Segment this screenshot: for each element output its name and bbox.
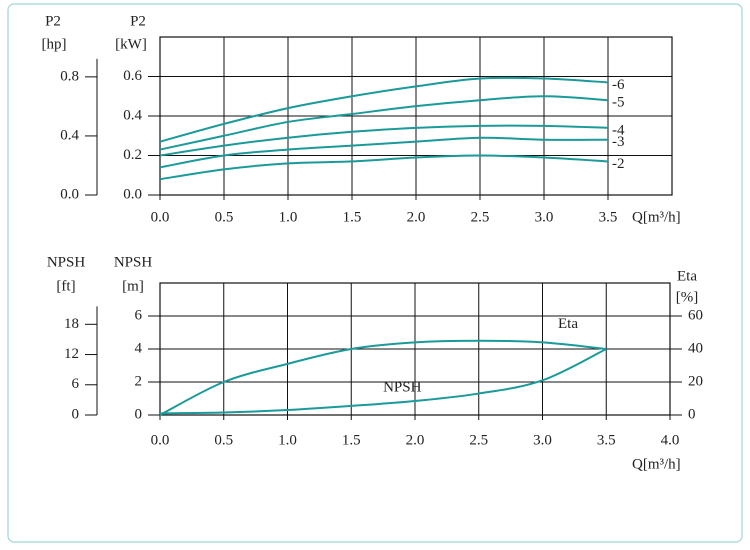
x-axis-title: Q[m³/h]: [632, 209, 681, 225]
curve: [159, 154, 609, 181]
y-axis-title: Eta: [677, 268, 697, 284]
y-axis-title: P2: [130, 13, 146, 29]
x-axis-title: Q[m³/h]: [632, 456, 681, 472]
series-label: -6: [612, 77, 625, 93]
y-axis-unit: [m]: [122, 278, 144, 294]
page-frame: [7, 3, 743, 543]
curve: [159, 339, 607, 416]
curve: [159, 124, 609, 157]
y-tick-label: 0.0: [123, 186, 142, 202]
y-axis-unit: [ft]: [56, 278, 75, 294]
y-tick-label: 0.8: [60, 68, 79, 84]
curve: [159, 136, 609, 169]
y-tick-label: 12: [64, 346, 79, 362]
y-axis-unit: [%]: [676, 289, 699, 305]
series-label: -4: [612, 122, 625, 138]
x-tick-label: 0.0: [151, 209, 170, 225]
y-tick-label: 0.0: [60, 186, 79, 202]
y-tick-label: 0: [72, 406, 80, 422]
y-tick-label: 40: [688, 340, 703, 356]
x-tick-label: 2.5: [469, 432, 488, 448]
y-axis-title: P2: [45, 13, 61, 29]
y-tick-label: 6: [72, 376, 80, 392]
x-tick-label: 3.5: [599, 209, 618, 225]
series-label: Eta: [558, 316, 578, 332]
series-label: -3: [612, 134, 625, 150]
y-tick-label: 2: [135, 373, 143, 389]
y-tick-label: 20: [688, 373, 703, 389]
x-tick-label: 1.0: [279, 209, 298, 225]
x-tick-label: 2.5: [471, 209, 490, 225]
y-axis-unit: [hp]: [42, 36, 67, 52]
curve: [159, 76, 609, 143]
curve: [159, 95, 609, 151]
y-axis-unit: [kW]: [115, 36, 147, 52]
x-tick-label: 1.5: [343, 209, 362, 225]
x-tick-label: 2.0: [407, 209, 426, 225]
y-tick-label: 4: [135, 340, 143, 356]
x-tick-label: 1.0: [278, 432, 297, 448]
series-label: -2: [612, 156, 625, 172]
x-tick-label: 3.0: [535, 209, 554, 225]
y-axis-title: NPSH: [47, 254, 86, 270]
x-tick-label: 0.0: [151, 432, 170, 448]
y-tick-label: 60: [688, 307, 703, 323]
y-tick-label: 18: [64, 316, 79, 332]
y-tick-label: 0: [688, 406, 696, 422]
curve: [159, 348, 607, 415]
x-tick-label: 3.0: [533, 432, 552, 448]
y-tick-label: 0: [135, 406, 143, 422]
x-tick-label: 3.5: [597, 432, 616, 448]
x-tick-label: 2.0: [406, 432, 425, 448]
series-label: NPSH: [383, 379, 422, 395]
y-axis-title: NPSH: [114, 254, 153, 270]
x-tick-label: 0.5: [215, 209, 234, 225]
y-tick-label: 0.2: [123, 147, 142, 163]
x-tick-label: 1.5: [342, 432, 361, 448]
x-tick-label: 0.5: [214, 432, 233, 448]
y-tick-label: 0.4: [123, 107, 142, 123]
series-label: -5: [612, 95, 625, 111]
y-tick-label: 0.4: [60, 127, 79, 143]
x-tick-label: 4.0: [661, 432, 680, 448]
y-tick-label: 0.6: [123, 68, 142, 84]
y-tick-label: 6: [135, 307, 143, 323]
